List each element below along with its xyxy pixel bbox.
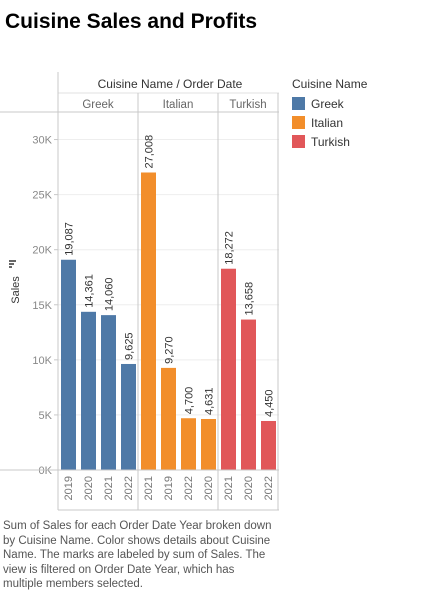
x-tick-label: 2021 [143,476,155,500]
data-label: 4,631 [204,387,216,415]
legend-item-italian[interactable]: Italian [292,113,367,132]
legend-swatch-turkish [292,135,305,148]
header-title: Cuisine Name / Order Date [98,77,243,91]
legend-swatch-italian [292,116,305,129]
bar-turkish-2021 [221,269,236,470]
bar-greek-2021 [101,315,116,470]
x-tick-label: 2020 [243,476,255,500]
bar-greek-2020 [81,312,96,470]
bar-turkish-2022 [261,421,276,470]
bar-italian-2022 [181,418,196,470]
data-label: 13,658 [244,282,256,316]
data-label: 14,361 [84,274,96,308]
data-label: 4,450 [264,389,276,417]
x-tick-label: 2022 [263,476,275,500]
y-tick-label: 5K [39,410,53,422]
y-tick-label: 0K [39,465,53,477]
panel-header-turkish: Turkish [229,99,266,111]
panel-header-italian: Italian [163,99,194,111]
data-label: 19,087 [64,222,76,256]
chart-caption: Sum of Sales for each Order Date Year br… [3,519,273,592]
bar-italian-2019 [161,368,176,470]
x-tick-label: 2020 [203,476,215,500]
bar-greek-2019 [61,260,76,470]
legend: Cuisine Name Greek Italian Turkish [292,77,367,151]
legend-label-turkish: Turkish [311,135,350,149]
bar-italian-2021 [141,172,156,470]
data-label: 18,272 [224,231,236,265]
y-tick-label: 25K [32,190,52,202]
x-tick-label: 2019 [163,476,175,500]
data-label: 9,270 [164,336,176,364]
y-tick-label: 20K [32,245,52,257]
legend-item-greek[interactable]: Greek [292,94,367,113]
y-tick-label: 15K [32,300,52,312]
legend-swatch-greek [292,97,305,110]
bar-greek-2022 [121,364,136,470]
legend-item-turkish[interactable]: Turkish [292,132,367,151]
x-tick-label: 2020 [83,476,95,500]
legend-title: Cuisine Name [292,77,367,91]
sort-icon [9,261,16,267]
panel-header-greek: Greek [82,99,114,111]
legend-label-italian: Italian [311,116,343,130]
x-tick-label: 2022 [183,476,195,500]
bar-turkish-2020 [241,320,256,470]
bar-italian-2020 [201,419,216,470]
y-tick-label: 30K [32,135,52,147]
x-tick-label: 2021 [223,476,235,500]
y-tick-label: 10K [32,355,52,367]
x-tick-label: 2019 [63,476,75,500]
data-label: 14,060 [104,277,116,311]
legend-label-greek: Greek [311,97,344,111]
y-axis-label: Sales [10,276,22,304]
x-tick-label: 2022 [123,476,135,500]
data-label: 4,700 [184,387,196,415]
data-label: 27,008 [144,135,156,169]
x-tick-label: 2021 [103,476,115,500]
data-label: 9,625 [124,332,136,360]
